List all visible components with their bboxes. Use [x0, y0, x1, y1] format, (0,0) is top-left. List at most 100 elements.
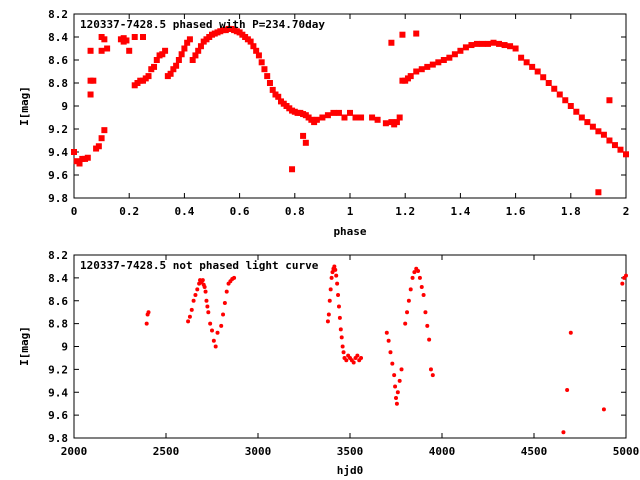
y-tick-label: 9.2 — [48, 123, 68, 136]
y-tick-label: 8.2 — [48, 249, 68, 262]
data-point — [358, 114, 365, 121]
data-point — [330, 109, 337, 116]
data-point — [95, 143, 102, 150]
data-point — [428, 367, 433, 372]
data-point — [162, 47, 169, 54]
data-point — [203, 289, 208, 294]
data-point — [417, 275, 422, 280]
data-point — [101, 127, 108, 134]
y-axis-label: I[mag] — [18, 326, 31, 366]
data-point — [601, 407, 606, 412]
data-point — [328, 287, 333, 292]
y-tick-label: 9.6 — [48, 409, 68, 422]
data-point — [341, 114, 348, 121]
x-tick-label: 1 — [347, 205, 354, 218]
data-point — [71, 149, 77, 155]
data-point — [275, 93, 282, 100]
data-point — [473, 40, 480, 47]
data-point — [334, 273, 339, 278]
data-point — [224, 289, 229, 294]
data-point — [98, 47, 105, 54]
data-point — [202, 285, 207, 290]
data-point — [620, 281, 625, 286]
data-point — [392, 373, 397, 378]
data-point — [556, 91, 563, 98]
data-point — [146, 310, 151, 315]
y-tick-label: 9.4 — [48, 146, 68, 159]
x-tick-label: 0 — [71, 205, 78, 218]
data-point — [338, 327, 343, 332]
data-point — [258, 59, 265, 66]
data-point — [496, 40, 503, 47]
data-point — [416, 269, 421, 274]
unphased-light-curve-chart: 2000 2500 3000 3500 4000 4500 5000 8.2 8.4 8.6 8.8… — [18, 249, 639, 477]
data-point — [393, 384, 398, 389]
x-tick-label: 4000 — [429, 445, 456, 458]
data-point — [184, 39, 191, 46]
data-point — [264, 73, 271, 80]
y-tick-label: 8.4 — [48, 272, 68, 285]
data-point — [403, 321, 408, 326]
data-point — [189, 57, 196, 63]
data-point — [565, 387, 570, 392]
data-point — [186, 36, 193, 43]
data-point — [222, 301, 227, 306]
y-tick-label: 9.8 — [48, 192, 68, 205]
data-point — [205, 304, 210, 309]
data-point — [289, 166, 296, 173]
data-point — [427, 337, 432, 342]
data-point — [440, 57, 447, 63]
data-point — [388, 350, 393, 355]
data-point — [153, 57, 160, 63]
data-point — [266, 80, 273, 86]
data-point — [399, 31, 406, 38]
x-axis-label: phase — [333, 225, 366, 238]
data-point — [87, 47, 94, 54]
data-point — [617, 146, 624, 153]
y-axis-label: I[mag] — [18, 86, 31, 126]
data-point — [170, 66, 177, 73]
data-point — [159, 51, 166, 58]
data-point — [534, 68, 541, 75]
data-point — [247, 38, 254, 45]
y-tick-label: 9 — [61, 341, 68, 354]
data-point — [336, 293, 341, 298]
data-point — [425, 323, 430, 328]
data-point — [189, 307, 194, 312]
data-point — [406, 298, 411, 303]
data-point — [335, 109, 342, 116]
data-point — [98, 135, 105, 142]
data-point — [462, 44, 469, 51]
data-point — [485, 40, 491, 47]
data-point — [359, 355, 364, 360]
data-point — [197, 43, 204, 50]
data-point — [529, 63, 536, 70]
data-point — [600, 131, 607, 138]
data-point — [219, 323, 224, 328]
y-tick-label: 9.4 — [48, 386, 68, 399]
data-point — [335, 281, 340, 286]
data-point — [410, 275, 415, 280]
data-point — [390, 361, 395, 366]
data-point — [191, 298, 196, 303]
data-point — [407, 73, 414, 80]
data-point — [195, 47, 202, 54]
y-tick-label: 8.2 — [48, 8, 68, 21]
data-point — [330, 270, 335, 275]
data-point — [382, 120, 389, 127]
data-point — [413, 68, 420, 75]
data-point — [351, 360, 356, 365]
data-point — [394, 401, 399, 406]
data-point — [561, 430, 566, 435]
x-tick-label: 3000 — [245, 445, 272, 458]
data-point — [221, 312, 226, 317]
data-point — [347, 109, 353, 116]
phased-light-curve-chart: 0 0.2 0.4 0.6 0.8 1 1.2 1.4 1.6 1.8 2 8.2 8.4 8.6 8.8 9… — [18, 8, 629, 238]
data-point — [193, 293, 198, 298]
data-point — [551, 85, 558, 92]
x-axis-label: hjd0 — [337, 464, 364, 477]
data-point — [319, 114, 326, 121]
data-point — [332, 264, 337, 269]
data-point — [595, 128, 602, 135]
data-point — [204, 298, 209, 303]
